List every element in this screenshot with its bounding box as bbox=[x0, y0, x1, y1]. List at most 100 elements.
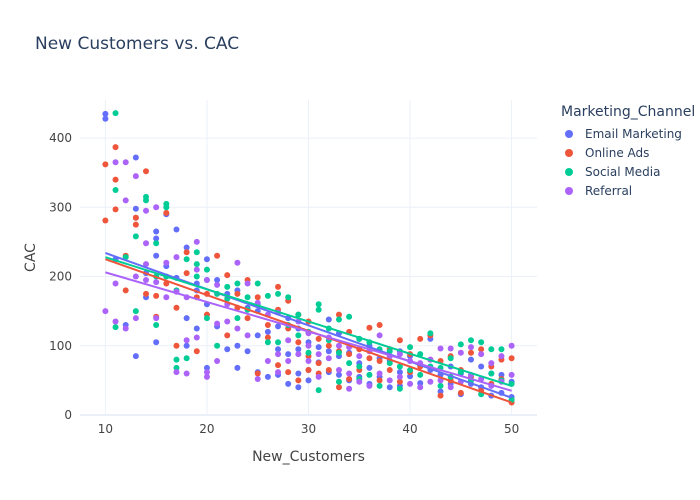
point-online-ads bbox=[346, 376, 353, 382]
point-email-marketing bbox=[102, 110, 109, 117]
y-tick-label: 400 bbox=[49, 131, 72, 145]
point-email-marketing bbox=[407, 373, 414, 380]
point-social-media bbox=[356, 363, 363, 370]
point-online-ads bbox=[478, 346, 485, 353]
point-referral bbox=[335, 367, 342, 373]
legend-item-email-marketing[interactable]: Email Marketing bbox=[561, 124, 695, 143]
point-referral bbox=[305, 358, 312, 364]
point-email-marketing bbox=[102, 115, 109, 122]
point-online-ads bbox=[315, 360, 322, 367]
point-social-media bbox=[193, 261, 200, 268]
legend: Marketing_Channel Email Marketing Online … bbox=[561, 104, 695, 200]
x-tick-label: 20 bbox=[199, 422, 214, 436]
point-referral bbox=[122, 325, 129, 332]
point-referral bbox=[143, 277, 150, 283]
point-referral bbox=[193, 266, 200, 273]
point-social-media bbox=[335, 378, 342, 385]
point-referral bbox=[153, 279, 160, 286]
point-social-media bbox=[366, 371, 373, 378]
point-online-ads bbox=[376, 377, 383, 384]
point-social-media bbox=[417, 371, 424, 378]
point-email-marketing bbox=[153, 235, 160, 242]
point-referral bbox=[112, 159, 119, 166]
point-referral bbox=[143, 207, 150, 214]
point-email-marketing bbox=[234, 364, 241, 371]
x-tick-label: 50 bbox=[504, 422, 519, 436]
point-referral bbox=[305, 342, 312, 349]
point-email-marketing bbox=[193, 325, 200, 332]
point-online-ads bbox=[315, 335, 322, 342]
x-tick-label: 10 bbox=[98, 422, 113, 436]
point-referral bbox=[254, 376, 261, 382]
point-online-ads bbox=[508, 355, 515, 362]
point-social-media bbox=[132, 233, 139, 240]
point-email-marketing bbox=[153, 228, 160, 235]
point-email-marketing bbox=[478, 363, 485, 370]
point-online-ads bbox=[325, 342, 332, 349]
y-tick-label: 300 bbox=[49, 200, 72, 214]
point-online-ads bbox=[275, 283, 282, 290]
point-referral bbox=[224, 318, 231, 325]
point-referral bbox=[153, 204, 160, 211]
point-referral bbox=[467, 344, 474, 351]
point-social-media bbox=[498, 346, 505, 353]
point-referral bbox=[102, 308, 109, 315]
point-social-media bbox=[153, 322, 160, 328]
point-email-marketing bbox=[305, 377, 312, 384]
point-email-marketing bbox=[295, 370, 302, 377]
point-online-ads bbox=[295, 339, 302, 346]
point-online-ads bbox=[467, 349, 474, 356]
point-online-ads bbox=[396, 337, 403, 344]
point-online-ads bbox=[417, 335, 424, 342]
point-online-ads bbox=[366, 355, 373, 362]
point-online-ads bbox=[224, 332, 231, 339]
legend-item-online-ads[interactable]: Online Ads bbox=[561, 143, 695, 162]
point-online-ads bbox=[102, 161, 109, 168]
point-referral bbox=[447, 345, 454, 352]
point-referral bbox=[112, 318, 119, 325]
point-social-media bbox=[488, 370, 495, 377]
point-referral bbox=[356, 378, 363, 385]
legend-title: Marketing_Channel bbox=[561, 104, 696, 120]
point-email-marketing bbox=[224, 346, 231, 353]
point-online-ads bbox=[143, 168, 150, 175]
point-email-marketing bbox=[396, 369, 403, 376]
point-online-ads bbox=[122, 287, 129, 294]
point-referral bbox=[234, 325, 241, 332]
point-referral bbox=[244, 280, 251, 287]
point-social-media bbox=[346, 313, 353, 320]
point-online-ads bbox=[153, 292, 160, 299]
point-email-marketing bbox=[173, 226, 180, 233]
point-referral bbox=[173, 369, 180, 376]
point-referral bbox=[173, 254, 180, 261]
point-social-media bbox=[214, 342, 221, 349]
point-online-ads bbox=[305, 367, 312, 373]
y-tick-label: 200 bbox=[49, 270, 72, 284]
point-online-ads bbox=[224, 272, 231, 279]
point-referral bbox=[315, 351, 322, 358]
point-email-marketing bbox=[203, 256, 210, 263]
point-email-marketing bbox=[417, 380, 424, 387]
legend-item-social-media[interactable]: Social Media bbox=[561, 162, 695, 181]
point-social-media bbox=[447, 355, 454, 362]
point-social-media bbox=[173, 356, 180, 363]
point-online-ads bbox=[102, 217, 109, 224]
point-online-ads bbox=[112, 176, 119, 183]
legend-item-referral[interactable]: Referral bbox=[561, 181, 695, 200]
point-email-marketing bbox=[264, 373, 271, 380]
point-online-ads bbox=[295, 377, 302, 384]
point-referral bbox=[275, 351, 282, 358]
legend-label: Email Marketing bbox=[585, 126, 682, 141]
point-referral bbox=[346, 370, 353, 377]
point-social-media bbox=[335, 349, 342, 356]
point-referral bbox=[143, 261, 150, 268]
trendline-referral bbox=[105, 271, 512, 392]
point-referral bbox=[132, 273, 139, 280]
point-referral bbox=[193, 334, 200, 341]
point-email-marketing bbox=[325, 348, 332, 355]
point-online-ads bbox=[376, 358, 383, 364]
point-social-media bbox=[315, 387, 322, 394]
x-axis-title: New_Customers bbox=[252, 449, 365, 465]
trendline-email-marketing bbox=[105, 252, 512, 399]
